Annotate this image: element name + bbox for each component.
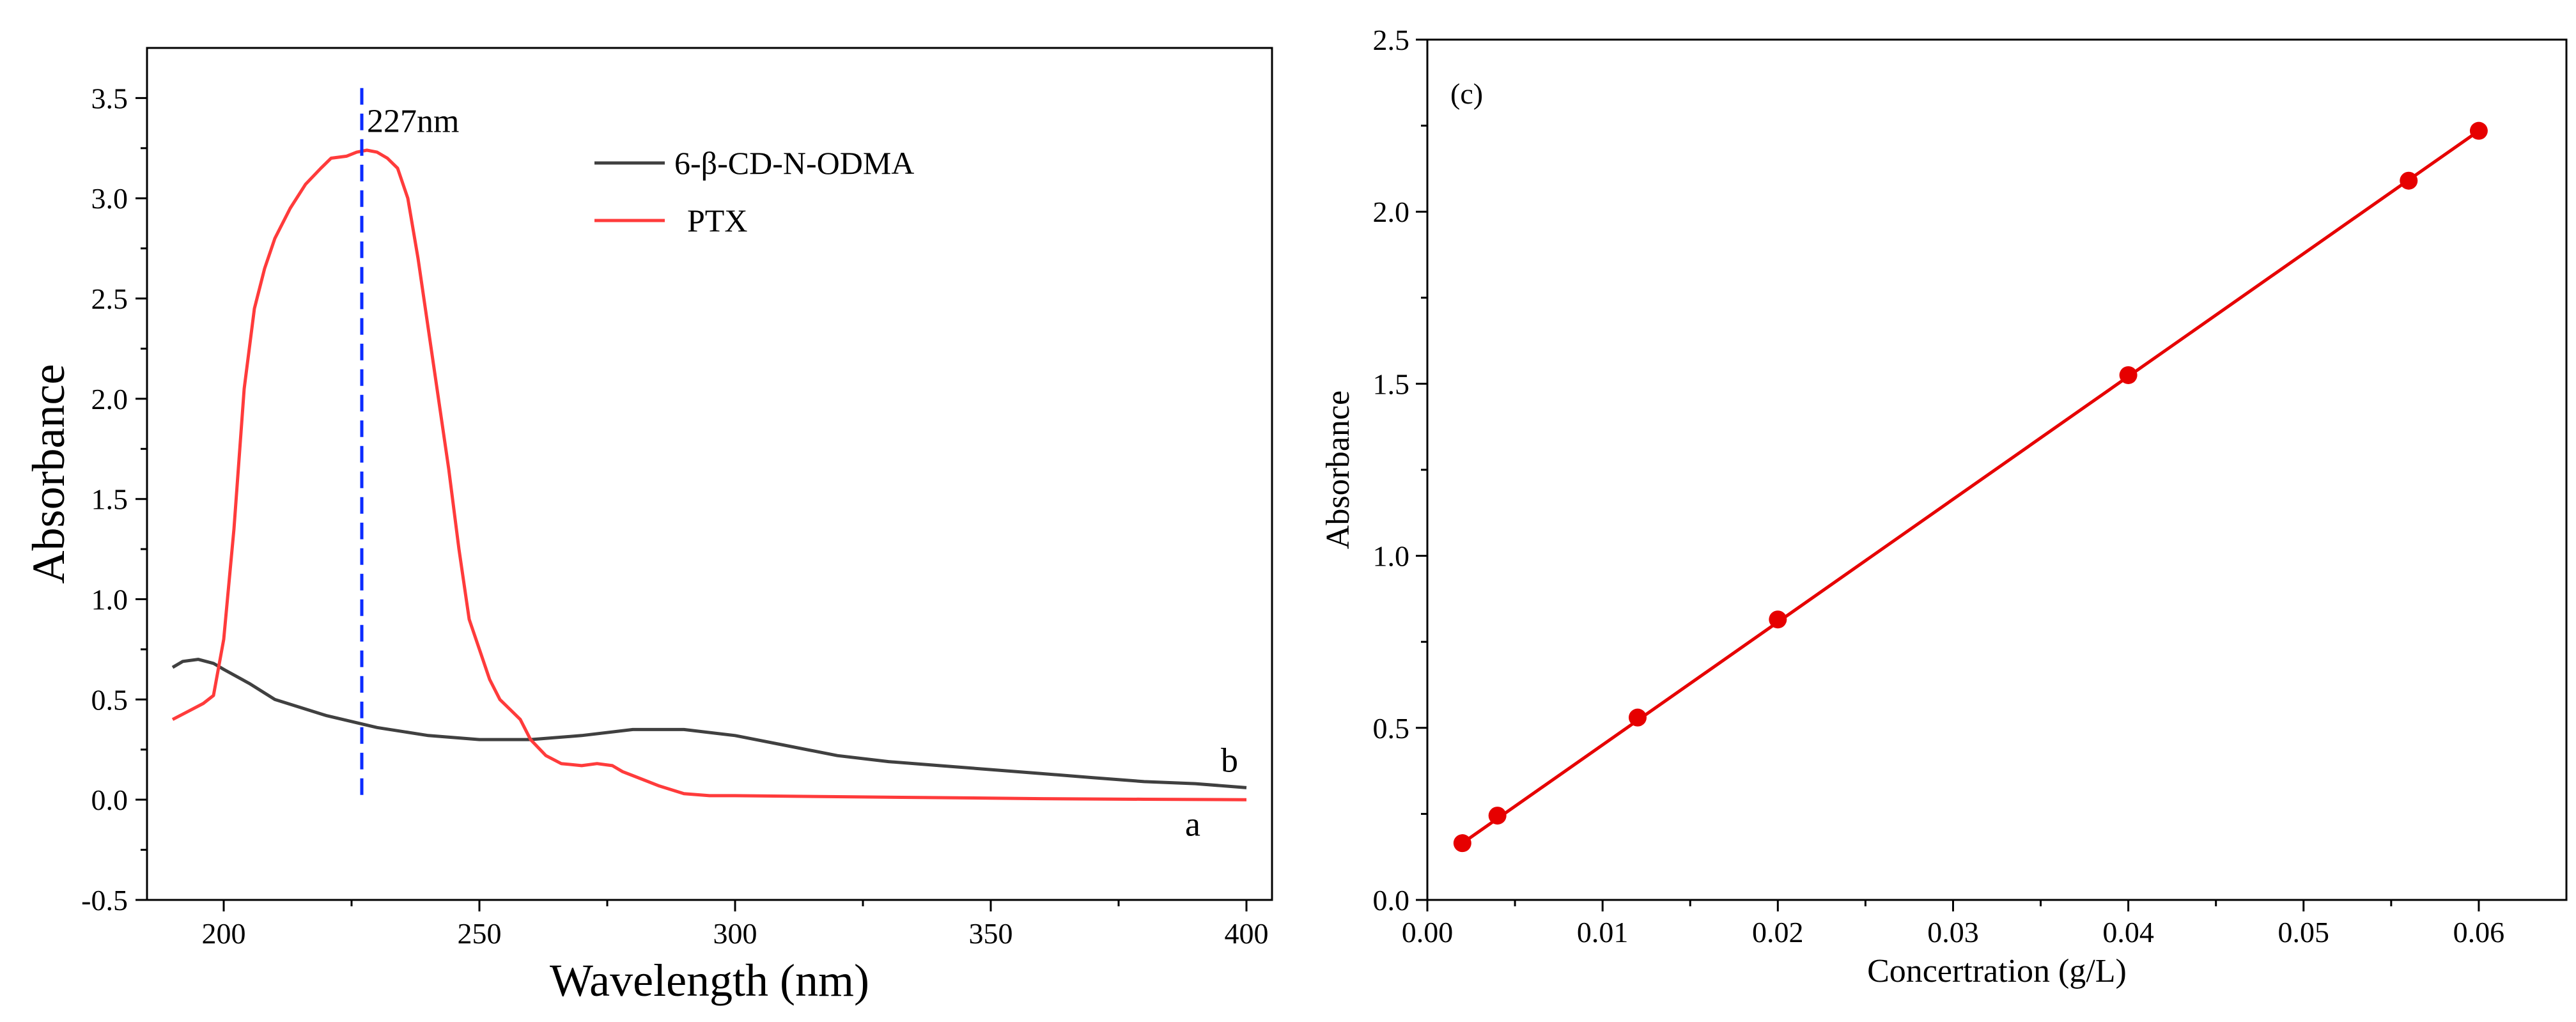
right-y-tick-label: 1.5 — [1373, 368, 1410, 400]
right-x-tick-label: 0.01 — [1577, 916, 1629, 948]
left-x-axis-ticks: 200 250 300 350 400 — [202, 900, 1269, 950]
left-y-tick-label: 1.0 — [91, 584, 128, 616]
right-y-tick-label: 2.5 — [1373, 24, 1410, 56]
right-x-tick-label: 0.03 — [1927, 916, 1979, 948]
left-y-tick-label: 2.0 — [91, 383, 128, 415]
legend-label-ptx: PTX — [687, 203, 747, 238]
left-y-tick-label: 0.5 — [91, 683, 128, 716]
left-y-tick-label: 1.5 — [91, 483, 128, 516]
right-y-tick-label: 1.0 — [1373, 540, 1410, 573]
right-x-axis-label: Concertration (g/L) — [1867, 953, 2127, 989]
right-x-tick-label: 0.05 — [2278, 916, 2330, 948]
calibration-point — [1488, 807, 1507, 825]
left-y-tick-label: 2.5 — [91, 283, 128, 315]
left-x-tick-label: 250 — [458, 917, 502, 950]
right-y-tick-label: 0.5 — [1373, 712, 1410, 745]
left-y-tick-label: 3.0 — [91, 182, 128, 215]
panel-label-c: (c) — [1450, 77, 1483, 110]
left-x-tick-label: 400 — [1225, 917, 1269, 950]
calibration-point — [2400, 171, 2418, 190]
right-x-axis-ticks: 0.00 0.01 0.02 0.03 0.04 0.05 0.06 — [1402, 900, 2504, 948]
calibration-point — [1628, 708, 1647, 727]
left-y-axis-label: Absorbance — [23, 364, 74, 584]
linear-fit-line — [1461, 129, 2480, 845]
calibration-point — [1769, 610, 1787, 629]
left-x-axis-label: Wavelength (nm) — [550, 955, 869, 1006]
calibration-panel: 0.00.51.01.52.02.5 0.00 0.01 0.02 0.03 0.04 0… — [1320, 24, 2568, 989]
calibration-point — [1453, 834, 1471, 853]
uv-spectrum-panel: -0.5 0.0 0.5 1.0 1.5 2.0 2.5 3.0 3.5 200 250 300 35… — [23, 47, 1273, 1006]
peak-annotation-label: 227nm — [367, 104, 459, 140]
left-x-tick-label: 350 — [969, 917, 1013, 950]
calibration-point — [2119, 366, 2138, 384]
right-y-tick-label: 0.0 — [1373, 884, 1410, 917]
right-y-axis-ticks: 0.0 0.5 1.0 1.5 2.0 2.5 — [1373, 24, 1427, 917]
series-line-ptx — [171, 148, 1247, 801]
left-y-tick-label: 3.5 — [91, 82, 128, 114]
left-legend: 6-β-CD-N-ODMA PTX — [594, 145, 914, 238]
right-x-tick-label: 0.02 — [1752, 916, 1804, 948]
legend-label-cd-odma: 6-β-CD-N-ODMA — [674, 145, 914, 181]
left-y-tick-label: -0.5 — [81, 884, 128, 917]
left-x-tick-label: 300 — [713, 917, 757, 950]
right-y-tick-label: 2.0 — [1373, 196, 1410, 228]
curve-label-a: a — [1185, 805, 1200, 844]
left-x-tick-label: 200 — [202, 917, 246, 950]
right-x-tick-label: 0.06 — [2453, 916, 2505, 948]
left-y-tick-label: 0.0 — [91, 784, 128, 816]
right-x-tick-label: 0.00 — [1402, 916, 1454, 948]
left-plot-frame — [146, 47, 1273, 901]
calibration-point — [2469, 121, 2488, 140]
right-x-tick-label: 0.04 — [2102, 916, 2154, 948]
series-line-cd-odma — [171, 658, 1247, 789]
right-y-axis-label: Absorbance — [1320, 391, 1356, 549]
calibration-points — [1453, 121, 2488, 853]
curve-label-b: b — [1221, 741, 1238, 779]
left-series-group — [171, 148, 1247, 801]
left-y-axis-ticks: -0.5 0.0 0.5 1.0 1.5 2.0 2.5 3.0 3.5 — [81, 82, 147, 917]
